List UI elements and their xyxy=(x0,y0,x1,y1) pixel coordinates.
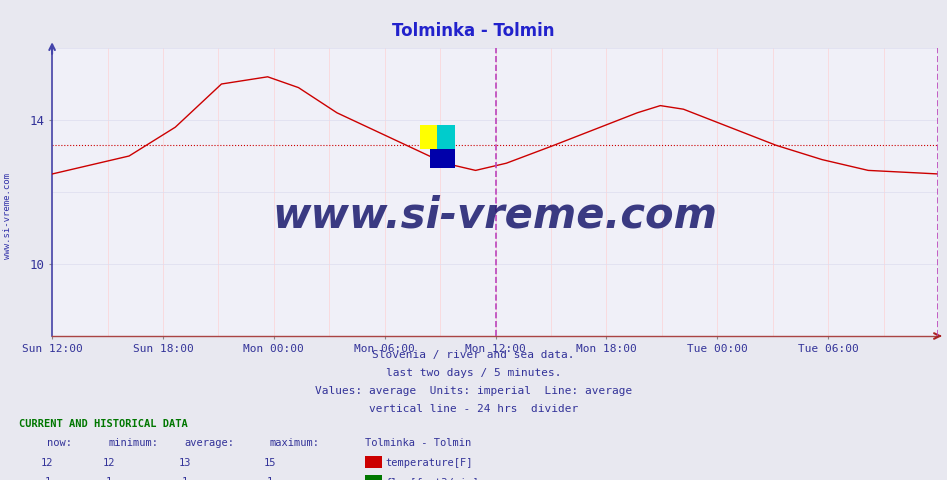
FancyBboxPatch shape xyxy=(430,149,455,168)
Text: last two days / 5 minutes.: last two days / 5 minutes. xyxy=(385,368,562,378)
Text: 12: 12 xyxy=(102,457,116,468)
Text: temperature[F]: temperature[F] xyxy=(385,457,473,468)
Text: now:: now: xyxy=(47,438,72,448)
Text: maximum:: maximum: xyxy=(270,438,320,448)
Text: average:: average: xyxy=(185,438,235,448)
Text: minimum:: minimum: xyxy=(109,438,159,448)
FancyBboxPatch shape xyxy=(438,125,455,149)
Text: 13: 13 xyxy=(178,457,191,468)
Text: 15: 15 xyxy=(263,457,277,468)
Text: vertical line - 24 hrs  divider: vertical line - 24 hrs divider xyxy=(369,404,578,414)
Text: CURRENT AND HISTORICAL DATA: CURRENT AND HISTORICAL DATA xyxy=(19,419,188,429)
Text: Tolminka - Tolmin: Tolminka - Tolmin xyxy=(365,438,471,448)
Text: Values: average  Units: imperial  Line: average: Values: average Units: imperial Line: av… xyxy=(314,386,633,396)
Text: Tolminka - Tolmin: Tolminka - Tolmin xyxy=(392,22,555,40)
Text: Slovenia / river and sea data.: Slovenia / river and sea data. xyxy=(372,349,575,360)
Text: www.si-vreme.com: www.si-vreme.com xyxy=(273,194,717,236)
Text: 1: 1 xyxy=(267,477,273,480)
Text: 1: 1 xyxy=(45,477,50,480)
Text: www.si-vreme.com: www.si-vreme.com xyxy=(3,173,12,259)
Text: 12: 12 xyxy=(41,457,54,468)
Text: flow[foot3/min]: flow[foot3/min] xyxy=(385,477,479,480)
FancyBboxPatch shape xyxy=(420,125,440,149)
Text: 1: 1 xyxy=(106,477,112,480)
Text: 1: 1 xyxy=(182,477,188,480)
